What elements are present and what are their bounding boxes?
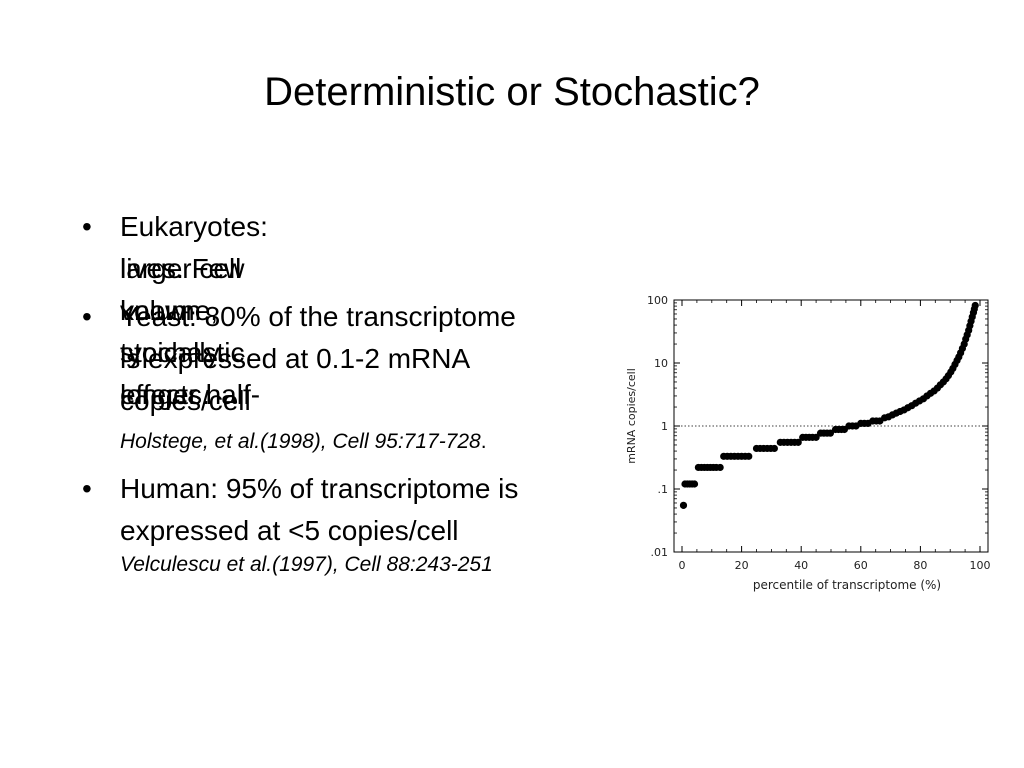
data-point (690, 480, 699, 488)
bullet-marker: • (82, 211, 92, 242)
bullet-text-line: Yeast: 80% of the transcriptome (120, 301, 516, 332)
bullet-text-line: Eukaryotes: larger cell volume, typicall… (120, 211, 268, 410)
x-tick-label: 60 (854, 559, 868, 572)
data-point (770, 444, 778, 453)
slide-title: Deterministic or Stochastic? (264, 70, 760, 114)
x-axis-label: percentile of transcriptome (%) (753, 578, 941, 592)
data-point (826, 429, 835, 437)
y-tick-label: .01 (651, 546, 669, 559)
y-tick-label: 10 (654, 357, 668, 370)
data-point (794, 438, 802, 446)
citation-period: . (480, 430, 487, 453)
x-tick-label: 80 (913, 559, 927, 572)
y-tick-label: .1 (658, 483, 669, 496)
y-tick-label: 1 (661, 420, 668, 433)
y-tick-label: 100 (647, 294, 668, 307)
bullet-text-line: Human: 95% of transcriptome is (120, 473, 519, 504)
x-tick-label: 20 (735, 559, 749, 572)
bullet-text-line: expressed at <5 copies/cell (120, 515, 459, 546)
bullet-text-line: copies/cell (120, 385, 251, 416)
bullet-text-line: lives. Few known stochastic effects. (120, 253, 245, 410)
transcriptome-chart: .01 .1 1 10 100 0 20 40 60 80 100 percentile of tra… (625, 294, 991, 592)
bullet-marker: • (82, 473, 92, 504)
data-point (679, 501, 688, 509)
y-axis-label: mRNA copies/cell (625, 368, 638, 464)
data-point (716, 463, 724, 472)
x-tick-label: 0 (679, 559, 686, 572)
citation-holstege: Holstege, et al.(1998), Cell 95:717-728. (120, 429, 487, 455)
data-point (971, 301, 979, 310)
x-tick-label: 40 (794, 559, 808, 572)
citation-velculescu: Velculescu et al.(1997), Cell 88:243-251 (120, 553, 493, 576)
data-point (745, 452, 753, 460)
data-point (812, 433, 820, 441)
bullet-text-line: is expressed at 0.1-2 mRNA (120, 343, 471, 374)
bullet-marker: • (82, 301, 92, 332)
citation-text: Holstege, et al.(1998), Cell 95:717-728 (120, 430, 481, 453)
x-tick-label: 100 (970, 559, 991, 572)
